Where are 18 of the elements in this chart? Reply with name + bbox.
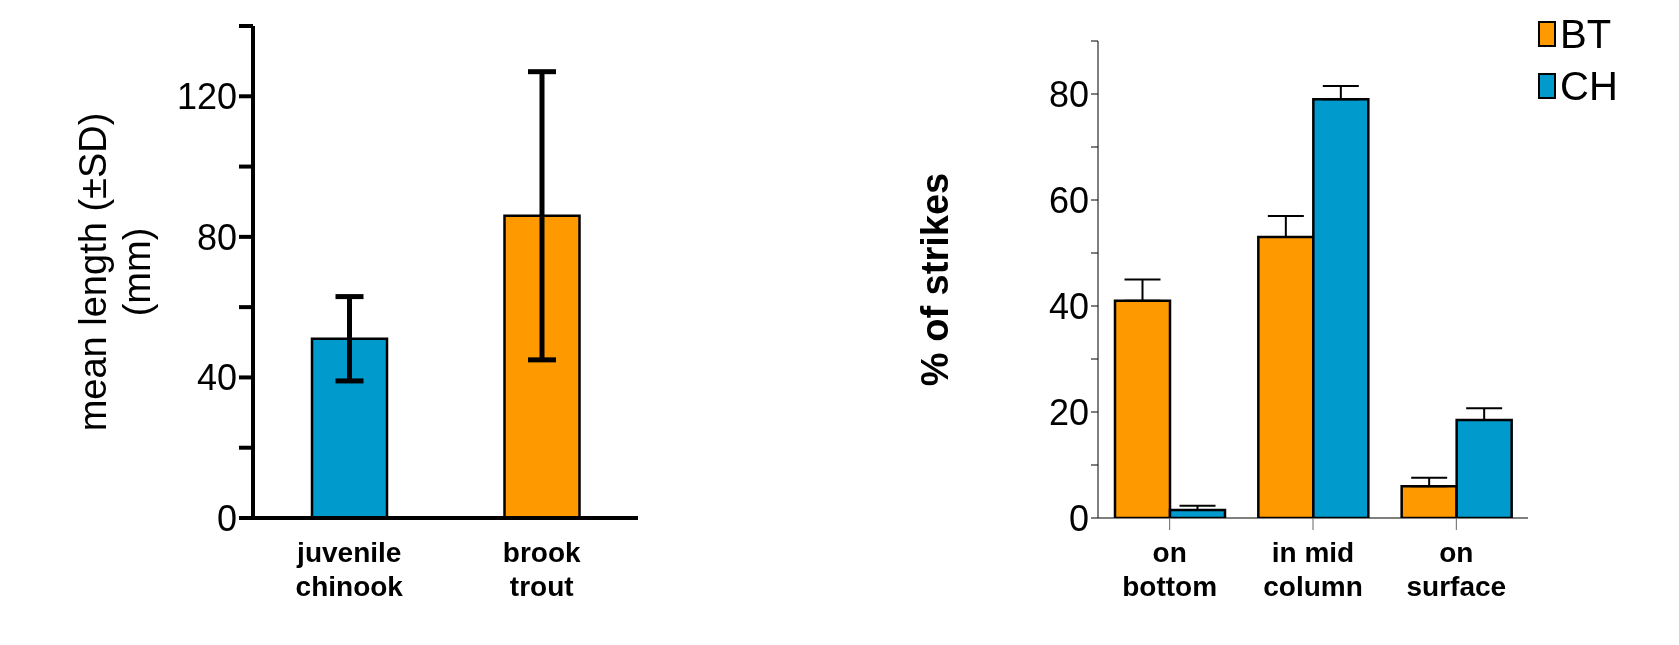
y-tick-label: 0 [1068, 497, 1089, 539]
legend-label: BT [1560, 11, 1612, 57]
x-tick-label: brook trout [502, 537, 582, 602]
y-tick-label: 40 [196, 357, 237, 399]
y-tick-label: 80 [196, 216, 237, 258]
y-axis-title: mean length (±SD) (mm) [72, 112, 158, 432]
x-tick-label: in mid column [1263, 537, 1363, 602]
x-tick-label: juvenile chinook [295, 537, 404, 602]
y-tick-label: 40 [1048, 285, 1089, 327]
y-tick-label: 80 [1048, 73, 1089, 115]
y-tick-label: 120 [176, 76, 237, 118]
x-tick-label: on bottom [1122, 537, 1218, 602]
legend-label: CH [1560, 63, 1618, 109]
y-tick-label: 20 [1048, 391, 1089, 433]
y-tick-label: 60 [1048, 179, 1089, 221]
y-axis-title: % of strikes [914, 172, 956, 387]
y-tick-label: 0 [216, 497, 237, 539]
x-tick-label: on surface [1406, 537, 1507, 602]
